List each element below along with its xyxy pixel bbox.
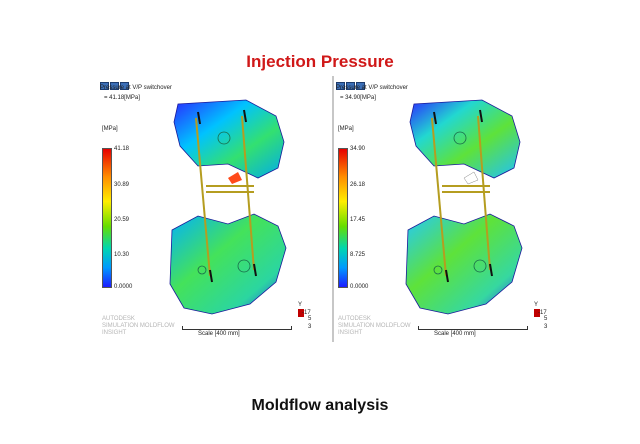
mold-part-model [405,99,523,315]
viewer-toolbar[interactable] [100,77,130,90]
result-caption: Pressure at V/P switchover [100,85,172,91]
upper-part-shape [409,99,521,179]
legend-tick: 8.725 [350,252,366,258]
color-scale-bar [338,148,348,288]
color-scale-bar [102,148,112,288]
lower-part-shape [405,213,523,315]
toolbar-icon[interactable] [346,82,355,90]
mold-part-model [169,99,287,315]
toolbar-icon[interactable] [356,82,365,90]
axis-triad-label: Y [534,302,539,308]
max-value-label: = 34.90[MPa] [340,95,376,101]
legend-tick: 30.89 [114,182,130,188]
toolbar-icon[interactable] [110,82,119,90]
watermark-logo: AUTODESK SIMULATION MOLDFLOW INSIGHT [338,316,411,336]
axis-triad-icon [298,309,304,317]
legend-unit: [MPa] [338,126,354,132]
legend-tick: 0.0000 [350,284,369,290]
viewer-toolbar[interactable] [336,77,366,90]
hole-marker [473,259,487,273]
hole-marker [217,131,231,145]
axis-triad-value: 5 [544,316,548,322]
legend-tick: 26.18 [350,182,366,188]
legend-tick: 10.30 [114,252,130,258]
max-value-label: = 41.18[MPa] [104,95,140,101]
hole-marker [433,265,443,275]
runner-system [431,115,491,277]
legend-tick: 0.0000 [114,284,133,290]
upper-part-shape [173,99,285,179]
axis-triad-value: 3 [544,324,548,330]
panel-divider [332,76,334,342]
page-title: Injection Pressure [246,52,394,71]
lower-part-shape [169,213,287,315]
gate-markers [433,109,493,283]
footer-caption: Moldflow analysis [251,397,389,414]
legend-tick: 41.18 [114,146,130,152]
scale-bar [418,326,528,330]
axis-triad-value: 3 [308,324,312,330]
axis-triad-label: Y [298,302,303,308]
gate-markers [197,109,257,283]
hole-marker [197,265,207,275]
axis-triad-icon [534,309,540,317]
toolbar-icon[interactable] [100,82,109,90]
legend-unit: [MPa] [102,126,118,132]
axis-triad-value: -17 [302,310,311,316]
scale-label: Scale [400 mm] [198,331,240,337]
axis-triad-value: 5 [308,316,312,322]
hot-spot [228,172,242,184]
runner-system [195,115,255,277]
legend-tick: 20.59 [114,217,130,223]
watermark-logo: AUTODESK SIMULATION MOLDFLOW INSIGHT [102,316,175,336]
scale-bar [182,326,292,330]
hole-marker [453,131,467,145]
toolbar-icon[interactable] [120,82,129,90]
scale-label: Scale [400 mm] [434,331,476,337]
legend-tick: 17.45 [350,217,366,223]
result-panel-right: Pressure at V/P switchover = 34.90[MPa] … [334,76,566,342]
hole-marker [237,259,251,273]
hot-spot [463,171,479,185]
toolbar-icon[interactable] [336,82,345,90]
legend-tick: 34.90 [350,146,366,152]
result-caption: Pressure at V/P switchover [336,85,408,91]
axis-triad-value: -17 [538,310,547,316]
result-panel-left: Pressure at V/P switchover = 41.18[MPa] … [98,76,330,342]
